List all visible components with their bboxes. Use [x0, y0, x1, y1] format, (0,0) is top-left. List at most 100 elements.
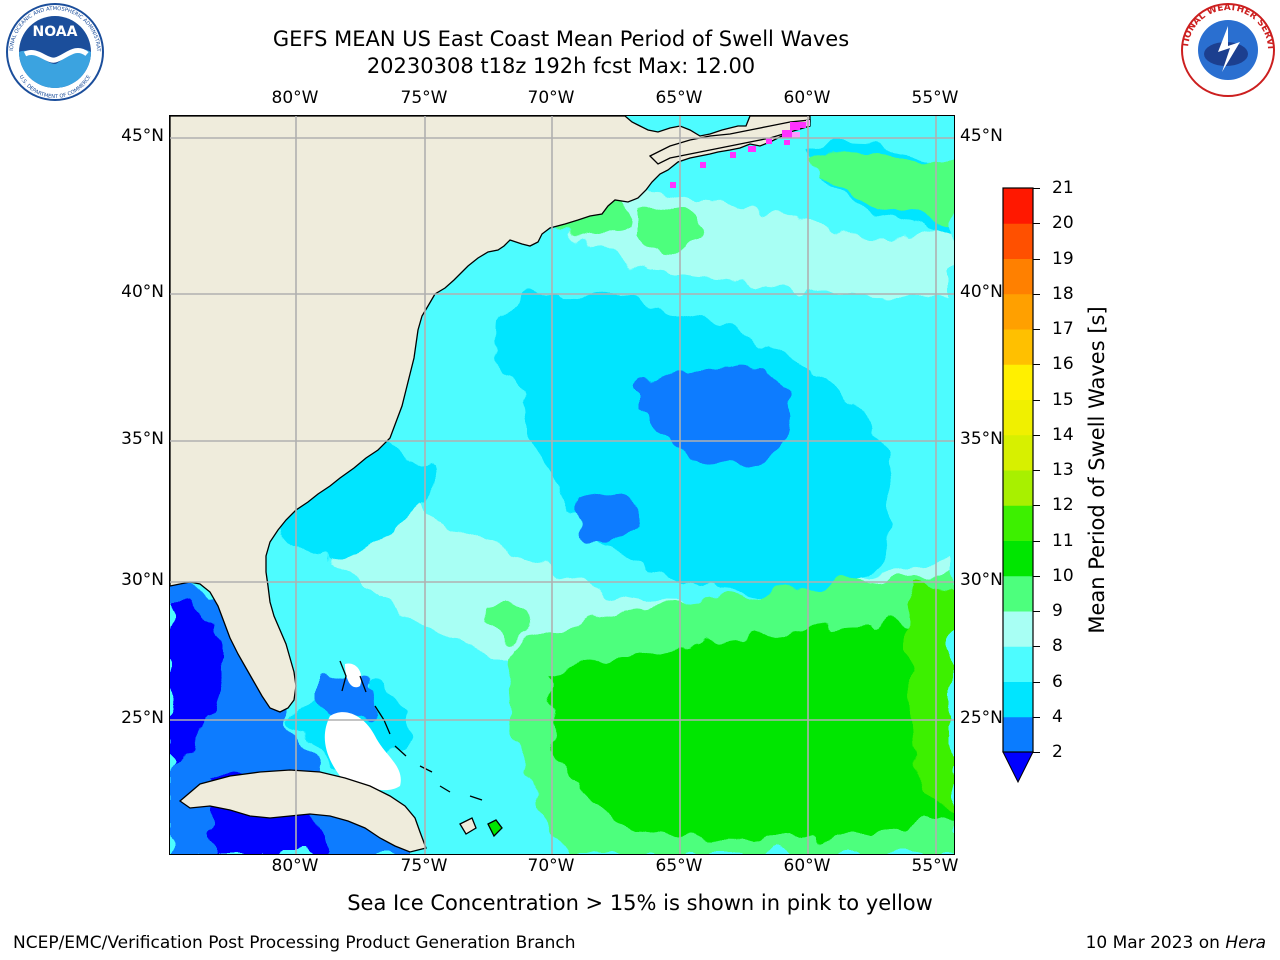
colorbar-tick-label: 19 — [1052, 248, 1074, 269]
colorbar — [1002, 187, 1034, 784]
colorbar-bin — [1003, 540, 1033, 577]
latitude-tick-left: 35°N — [121, 429, 164, 449]
period-zone-11-12 — [907, 581, 954, 806]
colorbar-tick-label: 18 — [1052, 283, 1074, 304]
colorbar-bin — [1003, 258, 1033, 295]
colorbar-bin — [1003, 646, 1033, 682]
bank-area-blank — [345, 663, 362, 688]
noaa-logo-text: NOAA — [33, 24, 78, 40]
footer-date: 10 Mar 2023 on Hera — [1086, 933, 1266, 953]
colorbar-tick-label: 17 — [1052, 319, 1074, 339]
colorbar-bin — [1003, 434, 1033, 471]
colorbar-tick-mark — [1033, 681, 1040, 683]
colorbar-tick-mark — [1033, 540, 1040, 542]
colorbar-tick-mark — [1033, 470, 1040, 471]
latitude-tick-right: 45°N — [960, 126, 1003, 146]
colorbar-tick-label: 13 — [1052, 460, 1074, 480]
footer-date-text: 10 Mar 2023 on — [1085, 933, 1220, 953]
colorbar-bin — [1003, 611, 1033, 647]
colorbar-tick-mark — [1033, 293, 1040, 295]
latitude-tick-right: 35°N — [960, 429, 1003, 449]
footer-credit: NCEP/EMC/Verification Post Processing Pr… — [13, 933, 576, 953]
period-zone-2-4 — [320, 673, 376, 720]
map-panel — [169, 115, 955, 855]
colorbar-tick-mark — [1033, 329, 1040, 330]
map-title: GEFS MEAN US East Coast Mean Period of S… — [272, 27, 850, 51]
period-zone-2-4 — [640, 365, 788, 468]
land-cuba — [178, 769, 427, 853]
colorbar-tick-mark — [1033, 505, 1040, 507]
wave-period-map — [170, 116, 954, 854]
longitude-tick-top: 55°W — [911, 88, 959, 108]
colorbar-tick-label: 14 — [1052, 424, 1074, 445]
longitude-tick-bottom: 55°W — [911, 856, 959, 876]
latitude-tick-left: 25°N — [121, 708, 164, 728]
latitude-tick-right: 25°N — [960, 708, 1003, 728]
land-hispaniola — [459, 817, 477, 835]
colorbar-bin — [1003, 293, 1033, 330]
longitude-tick-top: 60°W — [783, 88, 831, 108]
colorbar-tick-label: 8 — [1052, 636, 1063, 657]
latitude-tick-right: 40°N — [960, 282, 1003, 302]
colorbar-tick-label: 21 — [1052, 178, 1074, 198]
period-zone-below-2 — [170, 604, 223, 766]
colorbar-bin — [1003, 505, 1033, 541]
colorbar-tick-label: 12 — [1052, 495, 1074, 516]
gridlines — [170, 116, 954, 854]
colorbar-tick-mark — [1033, 716, 1040, 718]
longitude-tick-bottom: 80°W — [271, 856, 319, 876]
colorbar-bin — [1003, 223, 1033, 259]
period-zone-2-4 — [730, 362, 766, 390]
colorbar-tick-mark — [1033, 611, 1040, 612]
sea-ice-note-text: Sea Ice Concentration > 15% is shown in … — [347, 891, 933, 915]
colorbar-tick-label: 9 — [1052, 601, 1063, 621]
sea-ice-pixels — [670, 122, 806, 188]
colorbar-bin — [1003, 329, 1033, 365]
longitude-tick-top: 65°W — [655, 88, 703, 108]
period-zone-9-10 — [640, 207, 702, 250]
noaa-logo: NOAA NATIONAL OCEANIC AND ATMOSPHERIC AD… — [5, 2, 104, 101]
colorbar-bin — [1003, 364, 1033, 400]
longitude-tick-top: 80°W — [271, 88, 319, 108]
period-zone-9-10 — [810, 153, 954, 226]
colorbar-bin — [1003, 188, 1033, 224]
colorbar-tick-mark — [1033, 223, 1040, 225]
nws-logo: NATIONAL WEATHER SERVICE — [1178, 2, 1275, 97]
colorbar-tick-label: 10 — [1052, 565, 1074, 586]
colorbar-tick-mark — [1033, 188, 1040, 189]
period-zone-10-11 — [548, 625, 954, 840]
colorbar-tick-label: 16 — [1052, 354, 1074, 375]
bank-area-blank — [324, 712, 401, 791]
colorbar-tick-mark — [1033, 752, 1040, 753]
longitude-tick-top: 75°W — [400, 88, 448, 108]
colorbar-tick-label: 20 — [1052, 213, 1074, 234]
period-zone-9-10 — [490, 603, 531, 640]
colorbar-tick-mark — [1033, 258, 1040, 260]
sea-ice-note: Sea Ice Concentration > 15% is shown in … — [0, 891, 1280, 915]
colorbar-tick-label: 4 — [1052, 706, 1063, 727]
longitude-tick-bottom: 75°W — [400, 856, 448, 876]
latitude-tick-left: 30°N — [121, 570, 164, 590]
colorbar-tick-label: 15 — [1052, 389, 1074, 410]
colorbar-label: Mean Period of Swell Waves [s] — [1085, 306, 1109, 634]
longitude-tick-top: 70°W — [527, 88, 575, 108]
colorbar-bin — [1003, 399, 1033, 436]
colorbar-tick-mark — [1033, 364, 1040, 366]
colorbar-bin — [1003, 681, 1033, 718]
colorbar-tick-mark — [1033, 575, 1040, 577]
longitude-tick-bottom: 60°W — [783, 856, 831, 876]
colorbar-tick-mark — [1033, 646, 1040, 648]
colorbar-tick-mark — [1033, 399, 1040, 401]
colorbar-tick-label: 2 — [1052, 742, 1063, 762]
colorbar-tick-label: 11 — [1052, 530, 1074, 551]
colorbar-under-triangle — [1002, 751, 1034, 784]
latitude-tick-right: 30°N — [960, 570, 1003, 590]
latitude-tick-left: 40°N — [121, 282, 164, 302]
longitude-tick-bottom: 70°W — [527, 856, 575, 876]
land-island — [487, 819, 503, 838]
footer-machine: Hera — [1225, 933, 1266, 953]
period-zone-2-4 — [575, 492, 640, 541]
colorbar-bin — [1003, 575, 1033, 612]
colorbar-bin — [1003, 716, 1033, 753]
map-subtitle: 20230308 t18z 192h fcst Max: 12.00 — [366, 54, 756, 78]
